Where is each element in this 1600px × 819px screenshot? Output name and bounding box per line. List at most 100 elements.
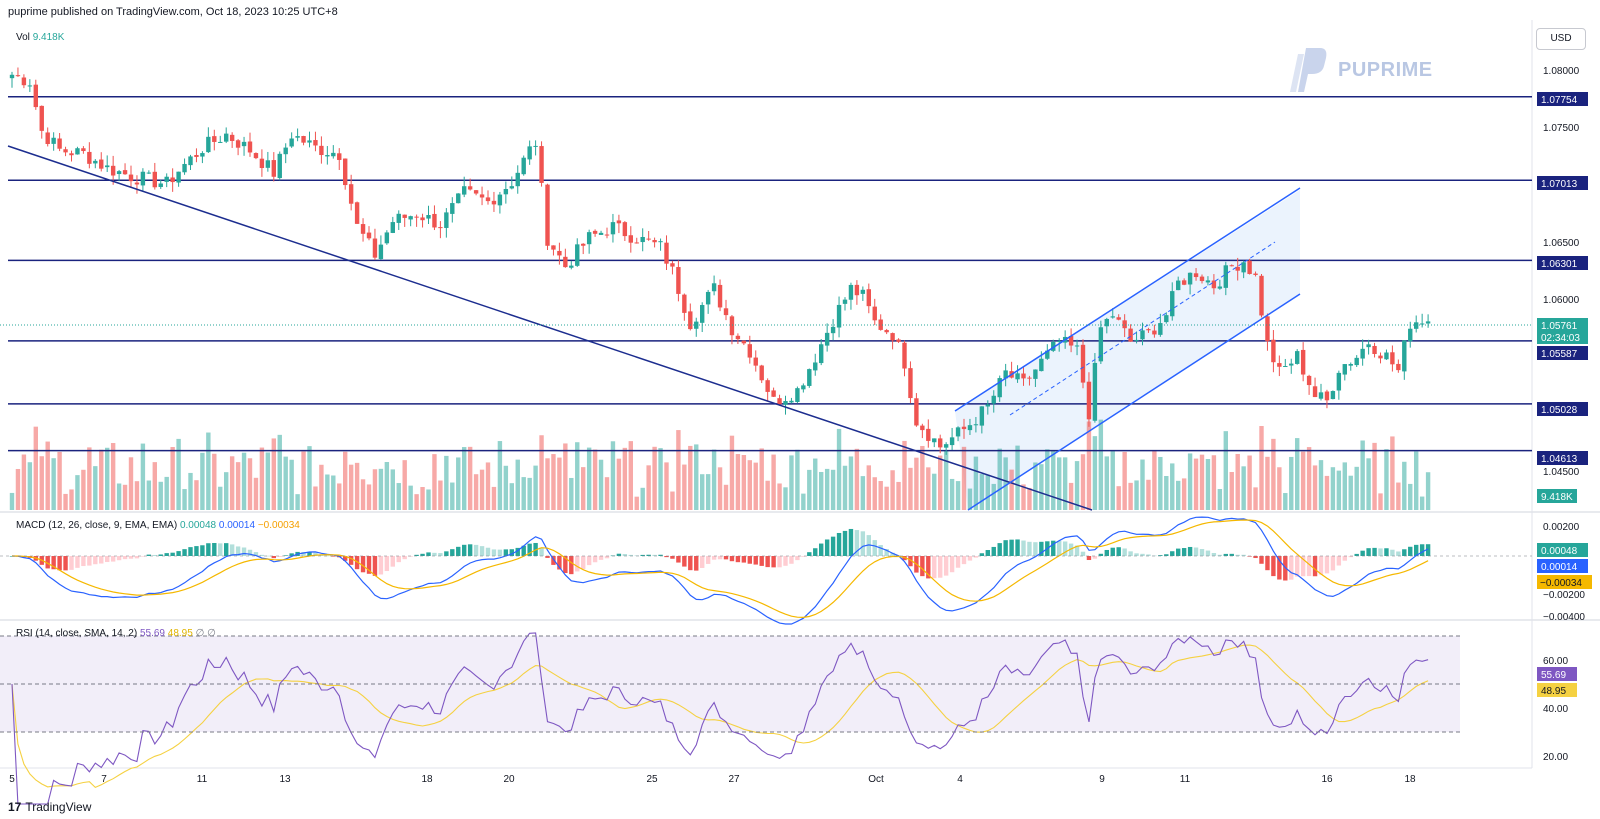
- volume-bar: [598, 459, 604, 510]
- candle-body: [206, 136, 211, 153]
- macd-histogram-bar: [973, 556, 979, 558]
- currency-button[interactable]: USD: [1536, 28, 1586, 50]
- macd-histogram-bar: [581, 556, 586, 569]
- candle-body: [1116, 317, 1121, 320]
- volume-bar: [402, 460, 407, 510]
- volume-bar: [938, 455, 943, 510]
- candle-body: [1306, 375, 1312, 386]
- candle-body: [128, 174, 134, 182]
- macd-value-label: 0.00014: [1537, 559, 1588, 573]
- time-axis-label: 13: [279, 774, 291, 785]
- volume-bar: [545, 458, 550, 510]
- candle-body: [1152, 330, 1157, 335]
- macd-hist-text: 0.00048: [1541, 546, 1578, 557]
- candle-body: [515, 172, 520, 187]
- macd-histogram-bar: [485, 547, 491, 556]
- candle-body: [1134, 339, 1139, 341]
- macd-histogram-bar: [813, 548, 818, 556]
- macd-histogram-bar: [360, 556, 366, 573]
- candle-body: [1211, 280, 1217, 289]
- volume-bar: [1187, 453, 1193, 510]
- volume-bar: [325, 474, 330, 510]
- macd-histogram-bar: [622, 554, 628, 556]
- macd-histogram-bar: [283, 555, 288, 556]
- macd-line: [11, 516, 1429, 625]
- macd-histogram-bar: [759, 556, 764, 566]
- macd-histogram-bar: [819, 543, 824, 556]
- volume-bar: [813, 458, 818, 510]
- macd-histogram-bar: [259, 554, 265, 556]
- volume-bar: [1425, 472, 1431, 510]
- time-axis-label: 16: [1321, 774, 1333, 785]
- volume-bar: [807, 469, 812, 510]
- downtrend-line[interactable]: [7, 145, 1093, 511]
- volume-bar: [456, 457, 461, 510]
- candle-body: [1277, 363, 1282, 367]
- candle-body: [1265, 316, 1270, 342]
- macd-histogram-bar: [509, 549, 514, 556]
- tradingview-footer[interactable]: 17 TradingView: [8, 800, 91, 814]
- volume-bar: [830, 469, 836, 510]
- macd-histogram-bar: [348, 556, 354, 565]
- macd-histogram-bar: [1372, 547, 1377, 556]
- volume-bar: [206, 432, 211, 510]
- macd-histogram-bar: [1164, 554, 1169, 556]
- macd-histogram-bar: [503, 549, 509, 556]
- volume-bar: [21, 454, 27, 510]
- macd-histogram-bar: [705, 556, 711, 564]
- candle-body: [664, 242, 669, 264]
- candle-body: [1253, 273, 1258, 275]
- volume-bar: [372, 469, 378, 510]
- macd-histogram-bar: [51, 556, 56, 570]
- macd-histogram-bar: [920, 556, 925, 577]
- level-label-text: 1.04613: [1541, 454, 1578, 465]
- macd-legend: MACD (12, 26, close, 9, EMA, EMA) 0.0004…: [16, 520, 300, 531]
- volume-bar: [1277, 467, 1282, 510]
- volume-bar: [717, 467, 723, 510]
- candle-body: [110, 165, 116, 176]
- volume-bar: [218, 486, 223, 510]
- volume-bar: [319, 464, 324, 510]
- candle-body: [414, 216, 419, 218]
- candle-body: [1205, 280, 1211, 283]
- candle-body: [1146, 329, 1151, 331]
- candle-body: [1384, 352, 1389, 360]
- macd-histogram-bar: [479, 546, 485, 556]
- macd-histogram-bar: [63, 556, 68, 571]
- candle-body: [1229, 265, 1234, 267]
- macd-histogram-bar: [1384, 548, 1389, 556]
- macd-histogram-bar: [450, 549, 455, 556]
- candle-body: [348, 184, 354, 204]
- macd-histogram-bar: [1062, 541, 1068, 556]
- volume-bar: [1378, 493, 1383, 510]
- candle-body: [271, 160, 276, 177]
- watermark-brand: PUPRIME: [1338, 58, 1433, 81]
- volume-bar: [1104, 456, 1109, 510]
- channel-lower-line[interactable]: [967, 293, 1301, 511]
- macd-histogram-bar: [747, 556, 752, 564]
- candle-body: [1396, 363, 1401, 371]
- volume-bar: [884, 486, 889, 510]
- macd-histogram-bar: [1092, 556, 1098, 559]
- volume-bar: [348, 464, 354, 510]
- channel-upper-line[interactable]: [954, 187, 1301, 412]
- volume-bar: [1259, 426, 1264, 510]
- volume-bar: [949, 478, 955, 510]
- macd-histogram-bar: [194, 546, 199, 556]
- candle-body: [1110, 316, 1115, 318]
- volume-bar: [1045, 449, 1050, 510]
- candle-body: [1140, 330, 1145, 340]
- price-tick: 1.04500: [1543, 467, 1580, 478]
- volume-bar: [444, 455, 449, 510]
- volume-bar: [682, 464, 687, 510]
- candle-body: [247, 141, 253, 153]
- candle-body: [229, 134, 235, 141]
- macd-histogram-bar: [432, 552, 437, 556]
- volume-bar: [152, 462, 157, 510]
- macd-histogram-bar: [949, 556, 955, 573]
- macd-histogram-bar: [1378, 548, 1383, 556]
- macd-histogram-bar: [1170, 551, 1175, 556]
- volume-bar: [527, 477, 532, 510]
- candle-body: [586, 232, 592, 245]
